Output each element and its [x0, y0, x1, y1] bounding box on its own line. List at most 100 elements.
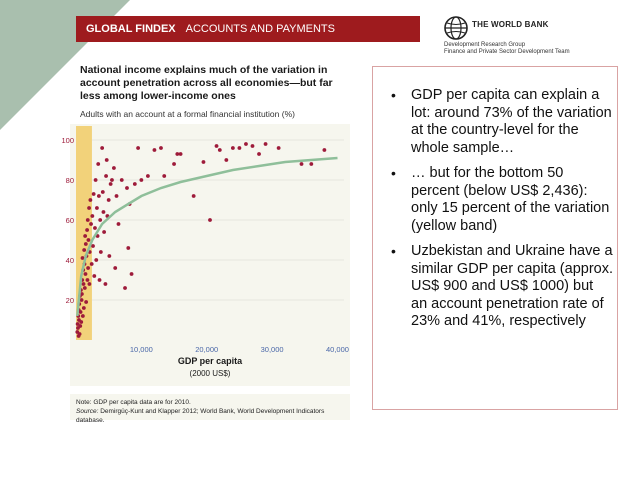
data-point [108, 182, 113, 186]
x-axis-ticks: 10,000 20,000 30,000 40,000 [130, 345, 349, 354]
x-tick-label: 20,000 [195, 345, 218, 354]
data-point [89, 262, 94, 266]
world-bank-logo: THE WORLD BANK Development Research Grou… [444, 16, 624, 56]
data-point [86, 266, 90, 270]
x-tick-label: 30,000 [261, 345, 284, 354]
y-tick-label: 20 [66, 296, 74, 305]
data-point [87, 282, 92, 286]
bullet-text: … but for the bottom 50 percent (below U… [411, 165, 610, 234]
note-source: Source: Demirgüç-Kunt and Klapper 2012; … [76, 407, 350, 425]
data-point [98, 218, 103, 222]
data-point [152, 148, 157, 152]
data-point [113, 266, 118, 270]
data-point [230, 146, 235, 150]
data-point [81, 282, 86, 286]
data-point [80, 256, 85, 260]
data-point [100, 190, 105, 194]
data-point [92, 274, 97, 278]
data-point [96, 162, 101, 166]
data-point [79, 298, 84, 302]
data-point [224, 158, 229, 162]
data-point [104, 158, 109, 162]
logo-name: THE WORLD BANK [472, 20, 549, 29]
chart-note: Note: GDP per capita data are for 2010. … [70, 394, 350, 424]
data-points [75, 142, 327, 338]
data-point [146, 174, 150, 178]
data-point [322, 148, 327, 152]
header-bar: GLOBAL FINDEX ACCOUNTS AND PAYMENTS [76, 16, 420, 42]
logo-line-2: Finance and Private Sector Development T… [444, 49, 570, 55]
data-point [263, 142, 268, 146]
data-point [159, 146, 163, 150]
data-point [95, 206, 99, 210]
data-point [136, 146, 140, 150]
x-tick-label: 10,000 [130, 345, 153, 354]
x-axis-label: GDP per capita [178, 356, 243, 366]
data-point [112, 166, 116, 170]
data-point [101, 210, 106, 214]
bullet-item: • Uzbekistan and Ukraine have a similar G… [391, 243, 613, 331]
bullet-text: GDP per capita can explain a lot: around… [411, 87, 612, 156]
source-text: Demirgüç-Kunt and Klapper 2012; World Ba… [76, 408, 325, 424]
data-point [78, 310, 83, 314]
data-point [217, 148, 222, 152]
scatter-chart: 20 40 60 80 100 10,000 20,000 30,000 40,000 GDP… [62, 126, 349, 378]
data-point [75, 322, 80, 326]
data-point [100, 146, 105, 150]
y-axis-ticks: 20 40 60 80 100 [62, 136, 74, 305]
y-tick-label: 60 [66, 216, 74, 225]
data-point [237, 146, 242, 150]
bullet-list: • GDP per capita can explain a lot: aroun… [391, 87, 613, 339]
data-point [94, 258, 99, 262]
data-point [309, 162, 314, 166]
y-tick-label: 80 [66, 176, 74, 185]
data-point [178, 152, 183, 156]
data-point [80, 314, 85, 318]
data-point [91, 244, 95, 248]
data-point [84, 300, 89, 304]
header-section: ACCOUNTS AND PAYMENTS [185, 23, 335, 35]
data-point [77, 332, 82, 336]
data-point [257, 152, 261, 156]
data-point [88, 198, 93, 202]
data-point [208, 218, 212, 222]
source-label: Source: [76, 408, 99, 415]
data-point [201, 160, 206, 164]
data-point [102, 230, 107, 234]
x-tick-label: 40,000 [326, 345, 349, 354]
data-point [125, 186, 129, 190]
trend-line [76, 156, 338, 317]
data-point [191, 194, 196, 198]
logo-line-1: Development Research Group [444, 42, 526, 48]
data-point [79, 292, 84, 296]
data-point [83, 272, 88, 276]
data-point [93, 226, 97, 230]
data-point [123, 286, 127, 290]
data-point [98, 250, 103, 254]
bullet-dot: • [391, 165, 396, 181]
chart-title: National income explains much of the var… [80, 64, 333, 102]
chart-subtitle: Adults with an account at a formal finan… [80, 109, 295, 119]
data-point [106, 198, 111, 202]
data-point [97, 278, 102, 282]
data-point [83, 242, 88, 246]
bullet-text-box: • GDP per capita can explain a lot: aroun… [372, 66, 618, 410]
data-point [104, 174, 108, 178]
chart-panel [70, 124, 350, 386]
y-tick-label: 40 [66, 256, 74, 265]
note-text: Note: GDP per capita data are for 2010. [76, 399, 191, 406]
data-point [107, 254, 112, 258]
bullet-text: Uzbekistan and Ukraine have a similar GD… [411, 243, 614, 329]
data-point [79, 320, 84, 324]
data-point [172, 162, 176, 166]
data-point [85, 228, 90, 232]
data-point [89, 222, 93, 226]
data-point [299, 162, 304, 166]
data-point [276, 146, 281, 150]
data-point [85, 278, 90, 282]
data-point [103, 282, 108, 286]
data-point [132, 182, 137, 186]
bullet-item: • GDP per capita can explain a lot: aroun… [391, 87, 613, 157]
data-point [86, 238, 91, 242]
data-point [82, 286, 87, 290]
